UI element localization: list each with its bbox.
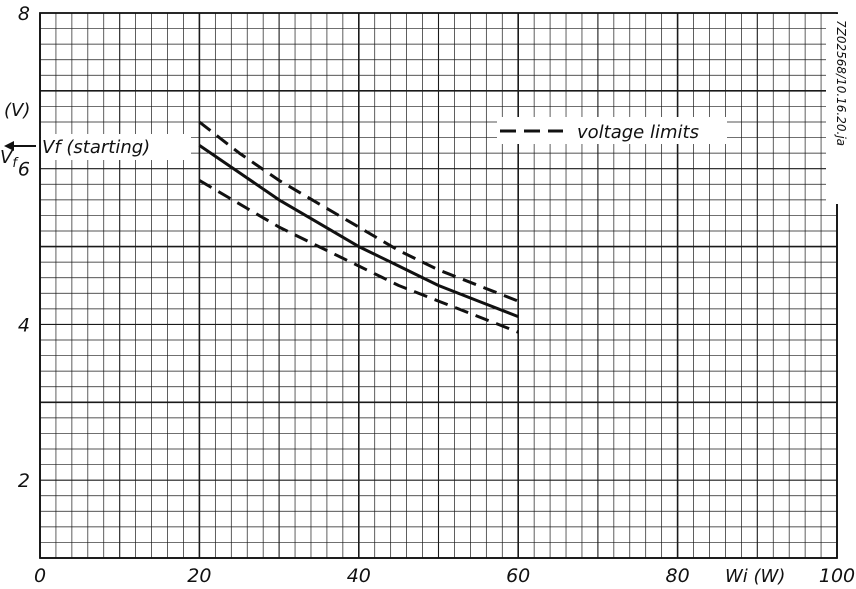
y-tick-labels: 2 4 6 8 — [18, 3, 30, 492]
y-tick-label: 6 — [18, 159, 30, 181]
x-tick-labels: 0 20 40 60 80 100 — [34, 565, 855, 587]
y-tick-label: 8 — [18, 3, 30, 25]
x-tick-label: 40 — [347, 565, 371, 587]
legend-label: voltage limits — [577, 122, 699, 143]
x-axis-label: Wi (W) — [725, 566, 785, 587]
y-axis-unit: (V) — [4, 100, 30, 121]
starting-annotation: Vf (starting) — [4, 137, 150, 158]
y-tick-label: 2 — [18, 470, 30, 492]
series-line-1 — [198, 144, 519, 318]
x-tick-label: 80 — [666, 565, 690, 587]
x-tick-label: 0 — [34, 565, 46, 587]
y-axis-symbol-f: f — [12, 156, 19, 171]
y-axis-symbol-v: V — [0, 147, 14, 168]
arrowhead-icon — [4, 141, 14, 151]
x-tick-label: 20 — [187, 565, 211, 587]
y-axis-symbol: Vf — [0, 147, 19, 171]
series-line-2 — [198, 120, 519, 303]
series-line-3 — [198, 179, 519, 334]
plot-border — [39, 12, 838, 559]
series-layer — [198, 120, 519, 334]
starting-annotation-label: Vf (starting) — [42, 137, 150, 158]
side-label-background — [826, 14, 845, 204]
x-tick-label: 60 — [506, 565, 530, 587]
legend: voltage limits — [500, 122, 699, 143]
annotation-background — [41, 134, 191, 160]
side-reference-label: 7Z02568/10.16.20.ja — [834, 20, 848, 146]
x-tick-label: 100 — [819, 565, 855, 587]
y-tick-label: 4 — [18, 314, 30, 336]
